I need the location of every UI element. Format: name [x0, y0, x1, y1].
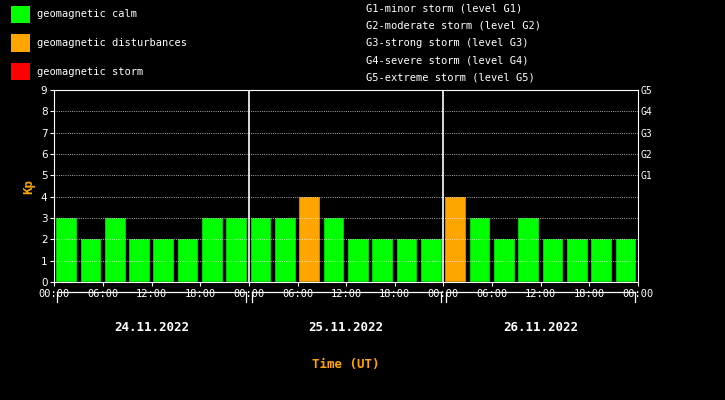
- Bar: [421, 239, 442, 282]
- Bar: [275, 218, 296, 282]
- Bar: [11, 34, 30, 52]
- Bar: [57, 218, 77, 282]
- Bar: [129, 239, 150, 282]
- Bar: [11, 63, 30, 80]
- Bar: [373, 239, 393, 282]
- Bar: [445, 197, 466, 282]
- Text: geomagnetic disturbances: geomagnetic disturbances: [37, 38, 187, 48]
- Bar: [518, 218, 539, 282]
- Text: G5-extreme storm (level G5): G5-extreme storm (level G5): [366, 72, 535, 82]
- Bar: [567, 239, 587, 282]
- Text: geomagnetic storm: geomagnetic storm: [37, 67, 143, 77]
- Bar: [11, 6, 30, 23]
- Bar: [178, 239, 199, 282]
- Bar: [226, 218, 247, 282]
- Bar: [348, 239, 369, 282]
- Y-axis label: Kp: Kp: [22, 178, 36, 194]
- Text: G1-minor storm (level G1): G1-minor storm (level G1): [366, 4, 523, 14]
- Bar: [154, 239, 174, 282]
- Text: geomagnetic calm: geomagnetic calm: [37, 9, 137, 19]
- Bar: [80, 239, 102, 282]
- Bar: [542, 239, 563, 282]
- Bar: [202, 218, 223, 282]
- Text: 24.11.2022: 24.11.2022: [114, 320, 189, 334]
- Bar: [251, 218, 271, 282]
- Text: 26.11.2022: 26.11.2022: [503, 320, 579, 334]
- Text: G3-strong storm (level G3): G3-strong storm (level G3): [366, 38, 529, 48]
- Text: 25.11.2022: 25.11.2022: [309, 320, 384, 334]
- Bar: [105, 218, 125, 282]
- Text: Time (UT): Time (UT): [312, 358, 380, 370]
- Bar: [591, 239, 612, 282]
- Text: G2-moderate storm (level G2): G2-moderate storm (level G2): [366, 21, 541, 31]
- Text: G4-severe storm (level G4): G4-severe storm (level G4): [366, 55, 529, 65]
- Bar: [470, 218, 490, 282]
- Bar: [616, 239, 636, 282]
- Bar: [494, 239, 515, 282]
- Bar: [323, 218, 344, 282]
- Bar: [397, 239, 418, 282]
- Bar: [299, 197, 320, 282]
